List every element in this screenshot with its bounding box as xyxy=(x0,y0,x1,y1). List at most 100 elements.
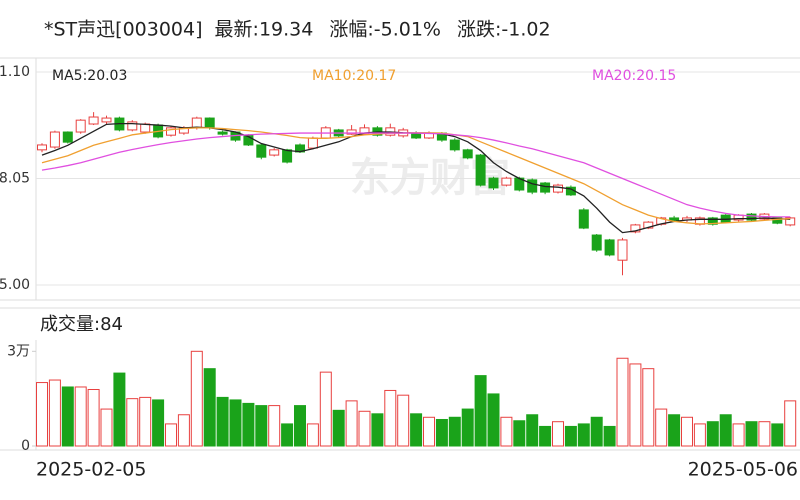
volume-bar xyxy=(590,416,603,447)
volume-bar xyxy=(36,382,48,447)
candle-body xyxy=(204,117,215,129)
volume-bar xyxy=(268,405,281,447)
volume-bar xyxy=(126,398,139,447)
candle-body xyxy=(49,131,60,148)
volume-bar xyxy=(74,386,87,447)
volume-bar xyxy=(513,420,526,447)
volume-bar xyxy=(294,405,306,447)
candle-body xyxy=(475,154,486,186)
volume-bar xyxy=(139,396,152,447)
x-tick-label: 2025-02-05 xyxy=(36,459,146,481)
candle-body xyxy=(643,221,654,229)
volume-bar xyxy=(177,414,190,447)
candle-body xyxy=(37,144,47,151)
volume-bar xyxy=(410,413,423,447)
volume-bar xyxy=(706,421,719,447)
candle-body xyxy=(88,116,99,125)
field-label: 最新: xyxy=(215,19,259,41)
volume-bar xyxy=(474,375,487,447)
volume-bar xyxy=(345,400,358,447)
volume-bar xyxy=(539,425,552,447)
volume-bar xyxy=(332,409,345,447)
candle-body xyxy=(307,137,318,149)
candle-body xyxy=(62,131,73,143)
volume-bar xyxy=(435,418,448,447)
volume-bar xyxy=(423,416,435,447)
candle-body xyxy=(140,123,151,133)
volume-bar xyxy=(100,408,113,447)
volume-bar xyxy=(616,357,629,447)
volume-bar xyxy=(319,371,332,447)
volume-bar xyxy=(461,408,474,447)
y-tick-label: 3万 xyxy=(7,343,30,359)
volume-bar xyxy=(216,396,229,447)
volume-bar xyxy=(629,363,642,447)
volume-bar xyxy=(306,423,319,447)
candle-body xyxy=(591,234,602,251)
volume-bar xyxy=(371,413,384,447)
candle-body xyxy=(127,121,138,131)
volume-bar xyxy=(668,414,681,447)
volume-bar xyxy=(564,425,577,447)
volume-bar xyxy=(203,368,216,447)
volume-bar xyxy=(487,393,500,447)
volume-bar xyxy=(384,389,397,447)
volume-bar xyxy=(655,408,668,447)
header: *ST声迅[003004] 最新: 19.34 涨幅: -5.01% 涨跌: -1.02 xyxy=(44,19,551,41)
volume-bar xyxy=(577,423,590,447)
candle-body xyxy=(191,117,202,129)
candle-body xyxy=(282,149,293,163)
volume-bar xyxy=(693,423,706,447)
volume-bar xyxy=(603,425,616,447)
volume-bar xyxy=(526,414,539,447)
field-label: 涨幅: xyxy=(329,19,373,41)
volume-bar xyxy=(500,416,513,447)
candle-body xyxy=(449,139,460,151)
volume-bar xyxy=(87,389,100,447)
volume-bar xyxy=(719,414,732,447)
x-tick-label: 2025-05-06 xyxy=(688,459,798,481)
candle-body xyxy=(269,149,280,156)
candle-body xyxy=(630,224,641,233)
candle-body xyxy=(746,213,757,221)
volume-bar xyxy=(242,402,255,447)
field-label: 涨跌: xyxy=(457,19,501,41)
volume-bar xyxy=(152,399,165,447)
volume-bar xyxy=(255,405,268,447)
volume-bar xyxy=(745,421,758,447)
volume-bar xyxy=(190,350,203,447)
legend-entry: MA20:20.15 xyxy=(592,68,676,84)
volume-bar xyxy=(784,400,797,447)
candle-body xyxy=(617,239,628,261)
candle-body xyxy=(540,182,551,193)
volume-bar xyxy=(448,416,461,447)
stock-name: *ST声迅[003004] xyxy=(44,19,203,41)
volume-bar xyxy=(281,423,294,447)
volume-bar xyxy=(229,399,242,447)
candle-body xyxy=(359,127,370,135)
field-value: 19.34 xyxy=(259,19,313,41)
volume-bar xyxy=(758,421,771,447)
legend-entry: MA10:20.17 xyxy=(312,68,396,84)
candle-body xyxy=(501,177,512,186)
volume-bar xyxy=(397,394,410,447)
candle-body xyxy=(772,217,783,224)
volume-bar xyxy=(165,423,177,447)
volume-bar xyxy=(732,423,745,447)
candle-body xyxy=(488,177,499,189)
volume-bar xyxy=(642,368,655,447)
field-value: -1.02 xyxy=(501,19,550,41)
candle-body xyxy=(553,184,563,193)
ma-line xyxy=(41,132,791,218)
candle-body xyxy=(707,217,718,225)
candle-body xyxy=(462,149,473,159)
volume-bar xyxy=(48,379,61,447)
candle-body xyxy=(669,217,680,221)
volume-bar xyxy=(61,386,74,447)
candle-body xyxy=(527,179,538,193)
y-tick-label: 0 xyxy=(21,438,30,454)
candle-body xyxy=(785,217,796,226)
volume-bar xyxy=(358,410,371,447)
y-tick-label: 18.05 xyxy=(0,170,30,186)
